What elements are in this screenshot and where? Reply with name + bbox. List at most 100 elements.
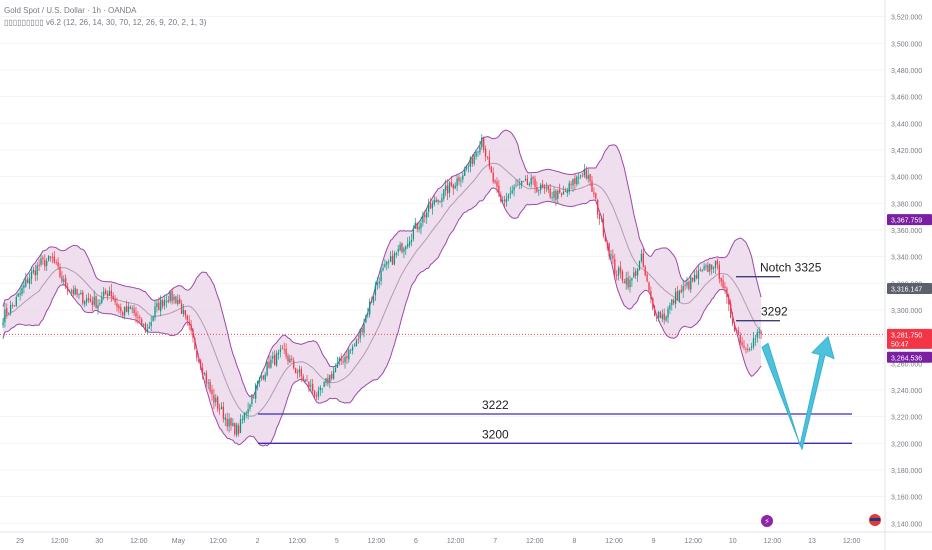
candle (500, 191, 502, 203)
candle (327, 373, 329, 387)
dividend-event-icon (761, 515, 773, 527)
candle (294, 367, 297, 374)
candle (671, 299, 673, 311)
candle-body (247, 408, 249, 414)
candle (186, 314, 188, 326)
bollinger-upper-line (2, 129, 762, 398)
candle-body (2, 322, 4, 326)
candle-body (424, 214, 426, 218)
candle (532, 175, 534, 185)
candle (289, 354, 291, 363)
candle-body (13, 305, 16, 307)
candle-body (325, 378, 327, 383)
candle (101, 291, 103, 305)
candle-body (750, 346, 753, 348)
candle (28, 273, 31, 289)
candle (429, 197, 432, 210)
candle (217, 395, 219, 412)
candle (572, 178, 574, 192)
candle-body (509, 193, 511, 195)
candle (127, 302, 130, 316)
candle (274, 350, 276, 366)
candle (192, 327, 194, 343)
candle-body (9, 305, 12, 313)
candle-body (674, 291, 677, 304)
candle (91, 296, 93, 311)
candle-body (258, 377, 261, 383)
candle (110, 284, 112, 303)
candle-body (408, 241, 411, 246)
price-label-box: 3,367.759 (887, 214, 932, 226)
candle (76, 288, 78, 298)
candle (95, 295, 97, 309)
candle-body (467, 165, 470, 167)
price-tick-label: 3,200.000 (891, 441, 922, 448)
candle-body (494, 180, 496, 183)
candle-body (720, 277, 722, 282)
time-tick-label: 2 (256, 538, 260, 545)
candle-body (667, 308, 669, 318)
time-tick-label: 5 (335, 538, 339, 545)
candle-body (414, 222, 416, 229)
candle-body (344, 356, 346, 363)
candle (519, 177, 521, 190)
candle (321, 388, 323, 394)
candle (570, 180, 572, 190)
candle-body (148, 326, 150, 329)
candle (201, 362, 204, 380)
candle (279, 344, 282, 358)
candle-body (327, 377, 329, 384)
candle-body (737, 330, 739, 334)
candle (236, 422, 238, 438)
candle (595, 192, 597, 201)
candle (439, 200, 441, 204)
candle (640, 249, 643, 264)
time-tick-label: 12:00 (51, 538, 69, 545)
candle (560, 192, 563, 198)
candle-body (203, 373, 206, 374)
price-tick-label: 3,160.000 (891, 495, 922, 502)
candle-body (93, 297, 95, 305)
candle (8, 312, 10, 315)
candle (536, 181, 538, 193)
candle-body (370, 301, 373, 302)
candle-body (236, 424, 238, 435)
candle-body (616, 274, 618, 276)
candle-body (137, 316, 139, 318)
candle (433, 194, 435, 207)
candle (750, 342, 753, 351)
candle (80, 289, 82, 295)
candle-body (245, 412, 247, 415)
candle (291, 355, 293, 363)
candle (629, 275, 631, 293)
candle-body (583, 168, 586, 176)
candle-body (260, 376, 263, 378)
candle (490, 165, 492, 174)
candle (114, 295, 116, 306)
candle (437, 199, 439, 205)
candle (636, 267, 639, 282)
candle-body (237, 425, 240, 434)
candle (89, 294, 92, 303)
candle-body (682, 286, 684, 292)
candle-body (623, 281, 625, 283)
candle-body (640, 253, 643, 262)
candle-body (665, 316, 667, 321)
candle (496, 177, 498, 193)
candle-body (355, 340, 358, 347)
candle (258, 376, 261, 387)
candle-body (578, 177, 580, 179)
price-label-bg (887, 328, 932, 349)
candle (503, 195, 506, 208)
candle-body (743, 345, 745, 348)
candle (682, 279, 684, 298)
candle (340, 353, 342, 366)
candle-body (566, 190, 568, 194)
candle-body (25, 279, 27, 287)
candle (275, 350, 278, 368)
candle-body (215, 397, 217, 403)
candle-body (274, 354, 276, 365)
candle (82, 290, 84, 306)
candle-body (416, 222, 418, 230)
